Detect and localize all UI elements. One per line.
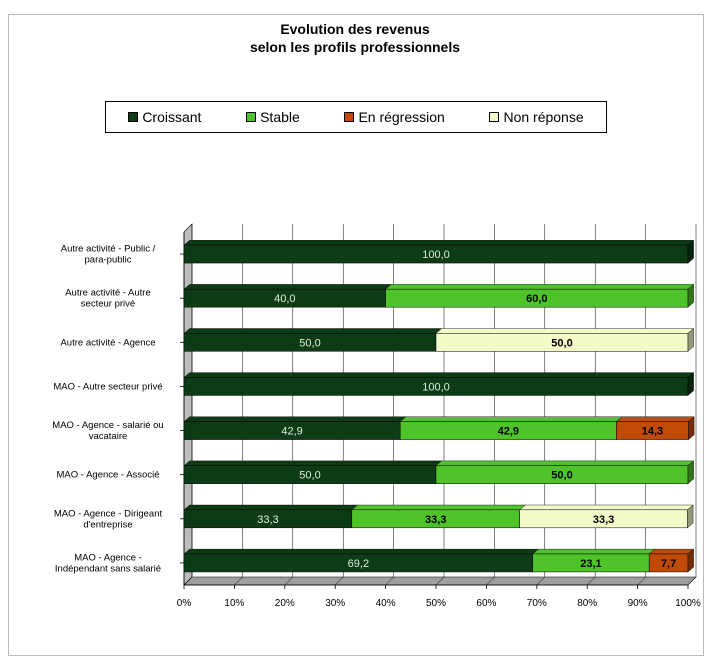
x-tick-label: 30% <box>325 598 345 609</box>
category-label: MAO - Agence - Dirigeant <box>54 508 163 519</box>
data-label: 33,3 <box>593 514 614 526</box>
legend-item-stable: Stable <box>246 109 300 125</box>
data-label: 42,9 <box>498 426 519 438</box>
bar-side-face <box>687 283 694 308</box>
category-label: MAO - Autre secteur privé <box>53 381 162 392</box>
x-tick-label: 10% <box>224 598 244 609</box>
bar-side-face <box>687 328 694 352</box>
bar-top-face <box>183 240 695 246</box>
data-label: 42,9 <box>281 426 302 438</box>
bar-top-face <box>351 504 526 511</box>
data-label: 50,0 <box>299 337 320 349</box>
data-label: 40,0 <box>274 293 295 305</box>
category-label: Indépendant sans salarié <box>55 563 161 574</box>
bar-top-face <box>385 284 695 290</box>
x-tick-label: 100% <box>675 598 701 609</box>
data-label: 69,2 <box>348 558 369 570</box>
x-tick-label: 50% <box>426 598 446 609</box>
bar-top-face <box>435 460 695 466</box>
legend-item-croissant: Croissant <box>128 109 201 125</box>
floor-grid-line <box>335 576 344 586</box>
bar-side-face <box>687 460 694 485</box>
x-tick-label: 0% <box>177 598 192 609</box>
data-label: 33,3 <box>425 514 446 526</box>
legend-label-en-regression: En régression <box>358 109 445 125</box>
bar-top-face <box>183 328 443 334</box>
data-label: 14,3 <box>642 426 663 438</box>
bar-top-face <box>183 372 695 378</box>
plot-background <box>184 224 696 585</box>
floor-grid-line <box>486 576 495 586</box>
bar-side-face <box>687 239 694 264</box>
legend-label-croissant: Croissant <box>142 109 202 125</box>
x-tick-label: 40% <box>376 598 396 609</box>
data-label: 50,0 <box>299 470 320 482</box>
data-label: 50,0 <box>551 470 572 482</box>
legend-label-non-reponse: Non réponse <box>503 109 584 125</box>
floor-grid-line <box>687 576 697 586</box>
x-tick-label: 60% <box>476 598 496 609</box>
bar-top-face <box>183 284 392 290</box>
chart-title-line-2: selon les profils professionnels <box>249 39 461 55</box>
x-tick-label: 20% <box>275 598 295 609</box>
chart-title: Evolution des revenus selon les profils … <box>0 20 710 56</box>
x-tick-label: 80% <box>577 598 597 609</box>
data-label: 7,7 <box>661 558 676 570</box>
category-label: secteur privé <box>81 299 135 310</box>
floor-grid-line <box>435 576 445 586</box>
chart-legend: Croissant Stable En régression Non répon… <box>105 101 607 133</box>
data-label: 100,0 <box>422 381 450 393</box>
data-label: 33,3 <box>257 514 278 526</box>
bar-top-face <box>183 460 443 466</box>
category-label: d'entreprise <box>83 519 132 530</box>
plot-side-wall <box>183 223 193 586</box>
data-label: 50,0 <box>551 337 572 349</box>
floor-grid-line <box>587 576 596 586</box>
floor-grid-line <box>183 576 193 586</box>
bar-top-face <box>532 548 656 555</box>
bar-top-face <box>648 548 695 555</box>
category-label: para-public <box>85 255 132 266</box>
bar-top-face <box>399 416 623 422</box>
category-label: MAO - Agence - Associé <box>57 470 160 481</box>
category-label: MAO - Agence - <box>74 552 142 563</box>
data-label: 23,1 <box>580 558 601 570</box>
category-label: Autre activité - Public / <box>61 244 156 255</box>
x-tick-label: 70% <box>527 598 547 609</box>
bar-top-face <box>183 548 539 555</box>
legend-swatch-stable <box>246 112 257 122</box>
legend-swatch-en-regression <box>344 112 355 122</box>
category-label: MAO - Agence - salarié ou <box>52 420 163 431</box>
bar-top-face <box>183 504 358 511</box>
floor-grid-line <box>284 576 293 586</box>
chart-title-line-1: Evolution des revenus <box>280 21 430 37</box>
bar-side-face <box>687 372 694 396</box>
floor-grid-line <box>536 576 545 586</box>
legend-item-non-reponse: Non réponse <box>489 109 584 125</box>
floor-grid-line <box>385 576 394 586</box>
category-label: Autre activité - Autre <box>65 288 151 299</box>
category-label: Autre activité - Agence <box>60 337 155 348</box>
bar-top-face <box>183 416 407 422</box>
legend-label-stable: Stable <box>260 109 300 125</box>
floor-grid-line <box>234 576 243 586</box>
bar-top-face <box>435 328 695 334</box>
legend-item-en-regression: En régression <box>344 109 445 125</box>
bar-side-face <box>687 548 694 573</box>
data-label: 100,0 <box>422 249 450 261</box>
bar-side-face <box>687 504 694 529</box>
bar-top-face <box>519 504 694 511</box>
x-tick-label: 90% <box>628 598 648 609</box>
data-label: 60,0 <box>526 293 547 305</box>
category-label: vacataire <box>89 431 128 442</box>
legend-swatch-croissant <box>128 112 139 122</box>
floor-grid-line <box>637 576 646 586</box>
bar-top-face <box>615 416 695 422</box>
legend-swatch-non-reponse <box>489 112 500 122</box>
bar-side-face <box>688 416 695 440</box>
